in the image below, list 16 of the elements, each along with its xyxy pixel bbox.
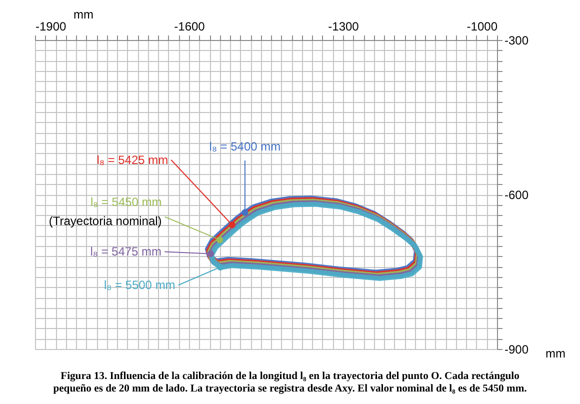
- x-tick-label: -1000: [466, 20, 498, 34]
- text: l₈ = 5500 mm: [104, 278, 176, 292]
- x-tick-label: -1600: [174, 20, 206, 34]
- text: Figura 13. Influencia de la calibración de la longitud l₈ en la trayectoria del punto O. Cada rectángulo pequeño es de 20 mm de lado. La trayectoria se registra desde Axy. El valor nominal de l₈ es de 5450 mm.: [53, 371, 528, 395]
- y-tick-label: -300: [504, 34, 529, 48]
- legend-label: l₈ = 5475 mm: [90, 244, 162, 259]
- text: l₈ = 5425 mm: [96, 152, 168, 167]
- y-tick-label: -600: [504, 188, 529, 202]
- x-tick-label: -1300: [328, 20, 360, 34]
- x-axis-title: mm: [74, 8, 94, 22]
- text: l₈ = 5450 mm: [90, 194, 162, 209]
- x-tick-label: -1900: [36, 20, 67, 34]
- y-axis-title: mm: [546, 346, 566, 360]
- annotation: (Trayectoria nominal): [48, 214, 162, 228]
- text: l₈ = 5400 mm: [209, 140, 281, 154]
- y-tick-label: -900: [504, 342, 529, 356]
